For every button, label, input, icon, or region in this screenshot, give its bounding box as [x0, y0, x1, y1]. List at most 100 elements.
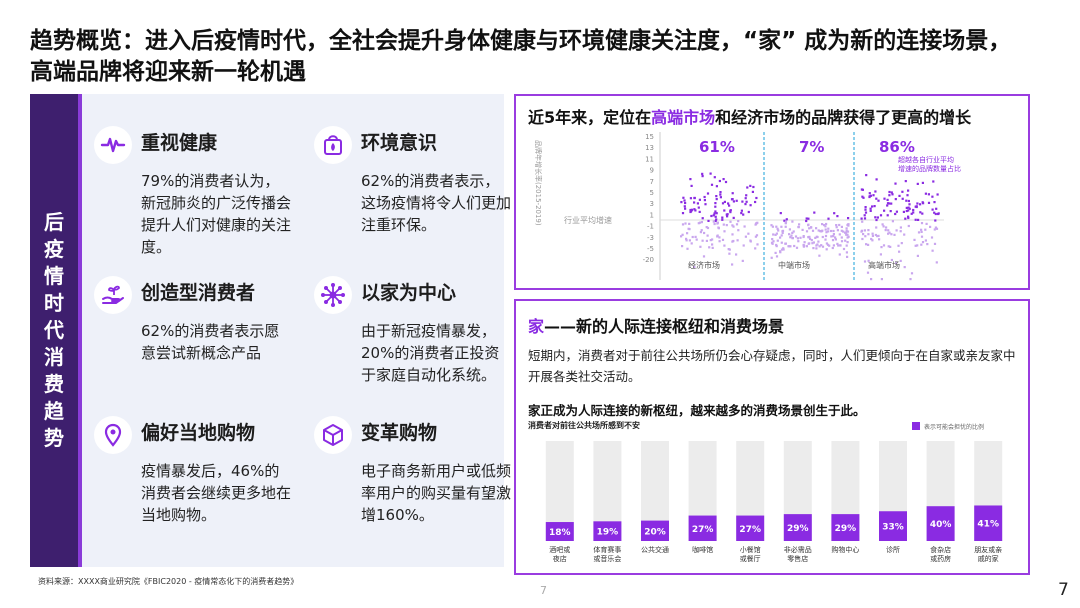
scatter-point	[886, 202, 890, 205]
scatter-point	[912, 211, 915, 214]
network-hub-icon	[314, 276, 352, 314]
legend-swatch	[912, 422, 920, 430]
scatter-point	[865, 243, 868, 246]
scatter-point	[814, 236, 817, 239]
scatter-point	[916, 182, 919, 185]
scatter-point	[690, 208, 694, 211]
scatter-point	[747, 232, 750, 235]
scatter-point	[870, 237, 873, 241]
scatter-point	[693, 201, 696, 204]
scatter-point	[717, 227, 720, 230]
scatter-point	[868, 195, 871, 198]
scatter-point	[731, 263, 734, 266]
scatter-point	[863, 260, 867, 263]
scatter-point	[824, 225, 827, 228]
scatter-point	[813, 211, 816, 214]
scatter-point	[828, 244, 831, 247]
scatter-point	[819, 230, 822, 233]
scatter-point	[726, 213, 729, 216]
category-line: 或药房	[930, 554, 951, 563]
scatter-point	[714, 215, 717, 218]
page-number-watermark: 7	[540, 584, 547, 597]
scatter-point	[881, 223, 884, 226]
scatter-point	[864, 208, 867, 211]
scatter-point	[741, 200, 744, 203]
annotation-line: 增速的品牌数量占比	[898, 164, 961, 173]
scatter-point	[693, 208, 696, 211]
scatter-point	[903, 266, 906, 269]
scatter-point	[784, 242, 787, 245]
scatter-point	[779, 236, 782, 239]
scatter-point	[715, 198, 718, 201]
scatter-point	[894, 212, 897, 216]
scatter-point	[680, 235, 683, 238]
scatter-point	[749, 184, 752, 187]
scatter-point	[914, 244, 917, 247]
scatter-point	[715, 218, 718, 221]
scatter-point	[715, 195, 718, 198]
scatter-point	[920, 243, 923, 246]
scatter-point	[683, 205, 686, 208]
scatter-point	[905, 209, 908, 213]
scatter-point	[730, 198, 734, 201]
scatter-point	[703, 195, 706, 199]
scatter-point	[874, 233, 877, 237]
card-title: 以家为中心	[361, 282, 457, 304]
scatter-point	[706, 192, 710, 195]
scatter-point	[707, 219, 710, 222]
scatter-point	[867, 259, 870, 262]
scatter-point	[927, 201, 931, 204]
scatter-point	[845, 229, 848, 232]
scatter-point	[842, 247, 846, 251]
scatter-point	[871, 232, 874, 235]
x-category-label: 购物中心	[831, 545, 859, 554]
scatter-point	[934, 226, 937, 229]
scatter-point	[709, 172, 712, 175]
scatter-point	[907, 224, 910, 228]
scatter-point	[732, 216, 735, 219]
x-category-label: 经济市场	[688, 260, 720, 270]
scatter-point	[909, 278, 912, 281]
scatter-point	[789, 245, 792, 248]
scatter-point	[681, 245, 684, 248]
scatter-point	[845, 251, 848, 254]
scatter-point	[811, 229, 815, 232]
scatter-point	[749, 204, 752, 207]
scatter-point	[801, 228, 804, 231]
scatter-point	[703, 231, 706, 235]
card-body: 疫情暴发后，46%的消费者会继续更多地在当地购物。	[141, 462, 292, 524]
x-category-label: 公共交通	[641, 545, 669, 554]
scatter-point	[840, 229, 843, 232]
scatter-point	[914, 218, 917, 221]
scatter-point	[782, 248, 785, 251]
scatter-point	[684, 222, 687, 225]
bar-value-label: 41%	[977, 520, 999, 530]
category-line: 或餐厅	[740, 554, 761, 563]
scatter-point	[924, 239, 927, 242]
scatter-point	[711, 238, 714, 241]
y-tick-label: -3	[647, 234, 654, 242]
scatter-point	[702, 255, 706, 258]
scatter-point	[686, 232, 689, 235]
scatter-point	[884, 229, 887, 232]
scatter-point	[712, 214, 715, 217]
scatter-point	[776, 239, 779, 242]
scatter-point	[916, 202, 919, 205]
scatter-point	[904, 180, 907, 183]
scatter-point	[735, 199, 738, 202]
scatter-point	[871, 205, 874, 208]
scatter-point	[718, 236, 721, 239]
bar-value-label: 27%	[739, 525, 761, 535]
scatter-point	[715, 185, 718, 188]
scatter-point	[924, 192, 927, 195]
bar-value-label: 40%	[930, 520, 952, 530]
scatter-point	[838, 233, 841, 236]
scatter-point	[885, 226, 888, 229]
scatter-point	[935, 261, 938, 264]
scatter-point	[920, 222, 924, 225]
scatter-point	[705, 239, 708, 242]
scatter-point	[736, 239, 739, 242]
scatter-point	[810, 239, 813, 242]
scatter-point	[698, 221, 702, 224]
x-category-label: 中端市场	[778, 260, 810, 270]
